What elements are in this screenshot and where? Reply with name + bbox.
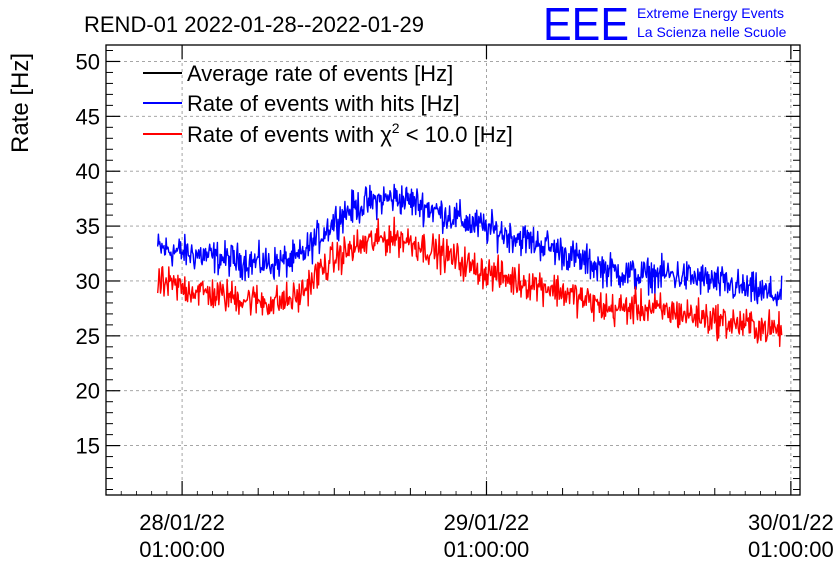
x-tick-label-date: 28/01/22 bbox=[139, 510, 225, 535]
y-tick-label: 45 bbox=[76, 104, 100, 129]
eee-logo-line2: La Scienza nelle Scuole bbox=[637, 24, 787, 40]
y-tick-label: 15 bbox=[76, 434, 100, 459]
x-tick-label-time: 01:00:00 bbox=[444, 537, 530, 562]
x-tick-labels: 28/01/2201:00:0029/01/2201:00:0030/01/22… bbox=[139, 510, 833, 562]
x-tick-label-date: 30/01/22 bbox=[748, 510, 834, 535]
legend-label-1: Rate of events with hits [Hz] bbox=[187, 91, 460, 116]
y-tick-label: 35 bbox=[76, 214, 100, 239]
y-axis-label: Rate [Hz] bbox=[7, 53, 34, 153]
legend: Average rate of events [Hz] Rate of event… bbox=[143, 61, 513, 147]
eee-logo: EEE Extreme Energy Events La Scienza nel… bbox=[543, 0, 787, 50]
x-tick-label-time: 01:00:00 bbox=[748, 537, 834, 562]
eee-logo-line1: Extreme Energy Events bbox=[637, 5, 784, 21]
series-line-2 bbox=[157, 216, 783, 348]
x-tick-label-date: 29/01/22 bbox=[444, 510, 530, 535]
eee-logo-letters: EEE bbox=[543, 0, 629, 50]
chart-title: REND-01 2022-01-28--2022-01-29 bbox=[84, 12, 424, 37]
x-tick-label-time: 01:00:00 bbox=[139, 537, 225, 562]
series-lines bbox=[157, 183, 783, 348]
y-tick-label: 50 bbox=[76, 49, 100, 74]
y-tick-label: 40 bbox=[76, 159, 100, 184]
y-tick-label: 30 bbox=[76, 269, 100, 294]
y-tick-labels: 15 20 25 30 35 40 45 50 bbox=[76, 49, 100, 458]
axis-ticks bbox=[105, 45, 800, 495]
legend-label-2: Rate of events with χ2 < 10.0 [Hz] bbox=[187, 120, 513, 147]
series-line-1 bbox=[157, 183, 783, 307]
grid bbox=[106, 45, 800, 495]
y-tick-label: 20 bbox=[76, 379, 100, 404]
legend-label-0: Average rate of events [Hz] bbox=[187, 61, 453, 86]
y-tick-label: 25 bbox=[76, 324, 100, 349]
